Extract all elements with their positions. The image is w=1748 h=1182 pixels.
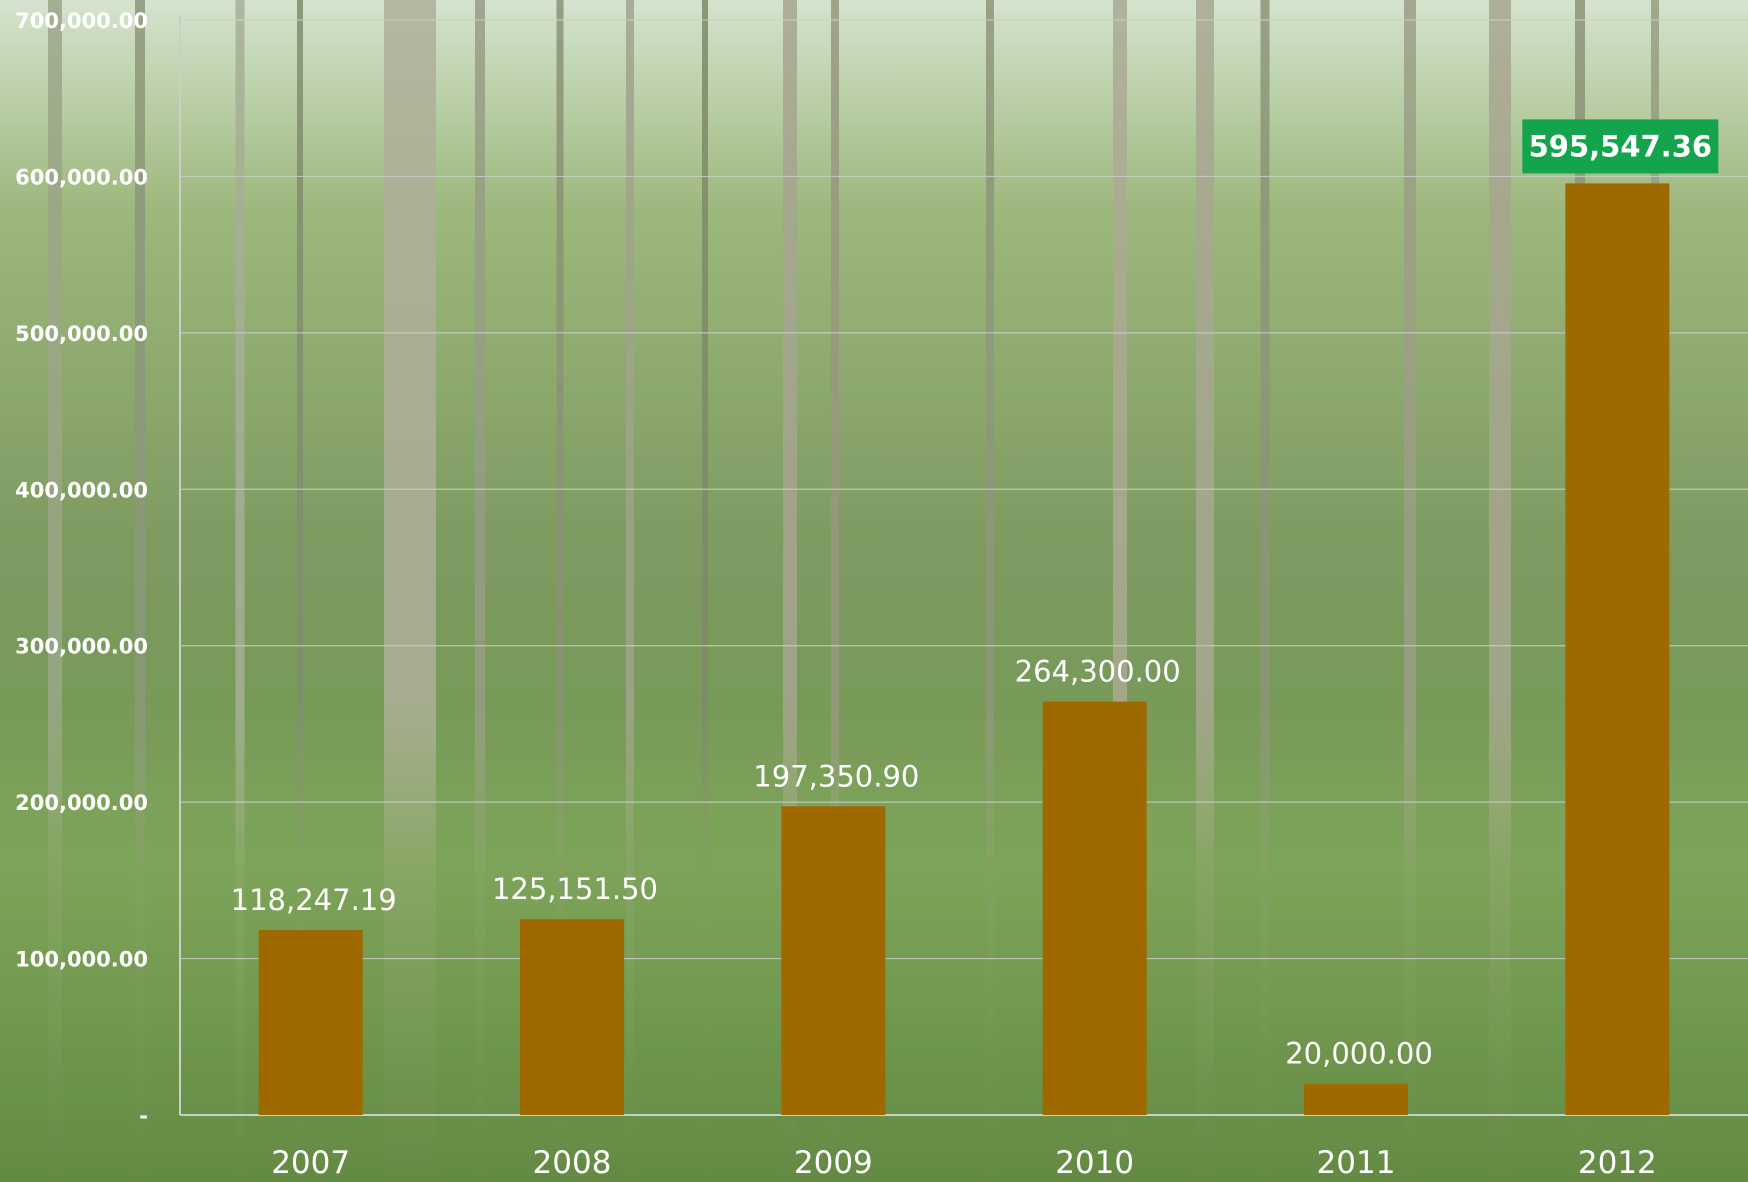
bars [258, 183, 1670, 1115]
tree-trunk [556, 0, 564, 1182]
data-label: 20,000.00 [1285, 1037, 1433, 1071]
bar-2007 [258, 930, 363, 1115]
y-tick-label: 300,000.00 [15, 635, 148, 659]
x-tick-label: 2010 [1055, 1145, 1134, 1181]
data-labels: 118,247.19 125,151.50 197,350.90 264,300.00… [231, 119, 1719, 1071]
y-tick-label: 600,000.00 [15, 165, 148, 189]
y-tick-label: 200,000.00 [15, 791, 148, 815]
y-tick-label: 400,000.00 [15, 478, 148, 502]
x-tick-label: 2009 [794, 1145, 873, 1181]
tree-trunk [626, 0, 634, 1182]
bar-2009 [781, 806, 886, 1115]
tree-trunk [831, 0, 839, 1182]
data-label: 264,300.00 [1015, 655, 1181, 689]
data-label-highlight-box [1522, 119, 1719, 174]
bar-2012 [1565, 183, 1670, 1115]
tree-trunk [297, 0, 303, 1182]
x-tick-label: 2011 [1317, 1145, 1396, 1181]
y-tick-label: - [139, 1104, 148, 1128]
bar-2010 [1042, 701, 1147, 1115]
axes [179, 16, 1748, 1116]
data-label: 118,247.19 [231, 883, 397, 917]
x-tick-label: 2008 [533, 1145, 612, 1181]
data-label: 197,350.90 [753, 759, 919, 793]
data-label: 595,547.36 [1529, 129, 1712, 163]
x-axis-tick-labels: 2007 2008 2009 2010 2011 2012 [271, 1145, 1657, 1181]
bar-2008 [520, 919, 624, 1115]
tree-trunk [986, 0, 994, 1182]
y-tick-label: 500,000.00 [15, 322, 148, 346]
tree-trunk [135, 0, 145, 1182]
tree-trunk [702, 0, 708, 1182]
bar-2011 [1304, 1083, 1408, 1115]
x-tick-label: 2007 [271, 1145, 350, 1181]
y-axis-tick-labels: - 100,000.00 200,000.00 300,000.00 400,000.0… [15, 9, 148, 1128]
tree-trunk [1260, 0, 1270, 1182]
tree-trunk [235, 0, 245, 1182]
y-tick-label: 700,000.00 [15, 9, 148, 33]
tree-trunk [475, 0, 485, 1182]
y-tick-label: 100,000.00 [15, 948, 148, 972]
data-label: 125,151.50 [492, 872, 658, 906]
x-tick-label: 2012 [1578, 1145, 1657, 1181]
gridlines [180, 19, 1748, 960]
